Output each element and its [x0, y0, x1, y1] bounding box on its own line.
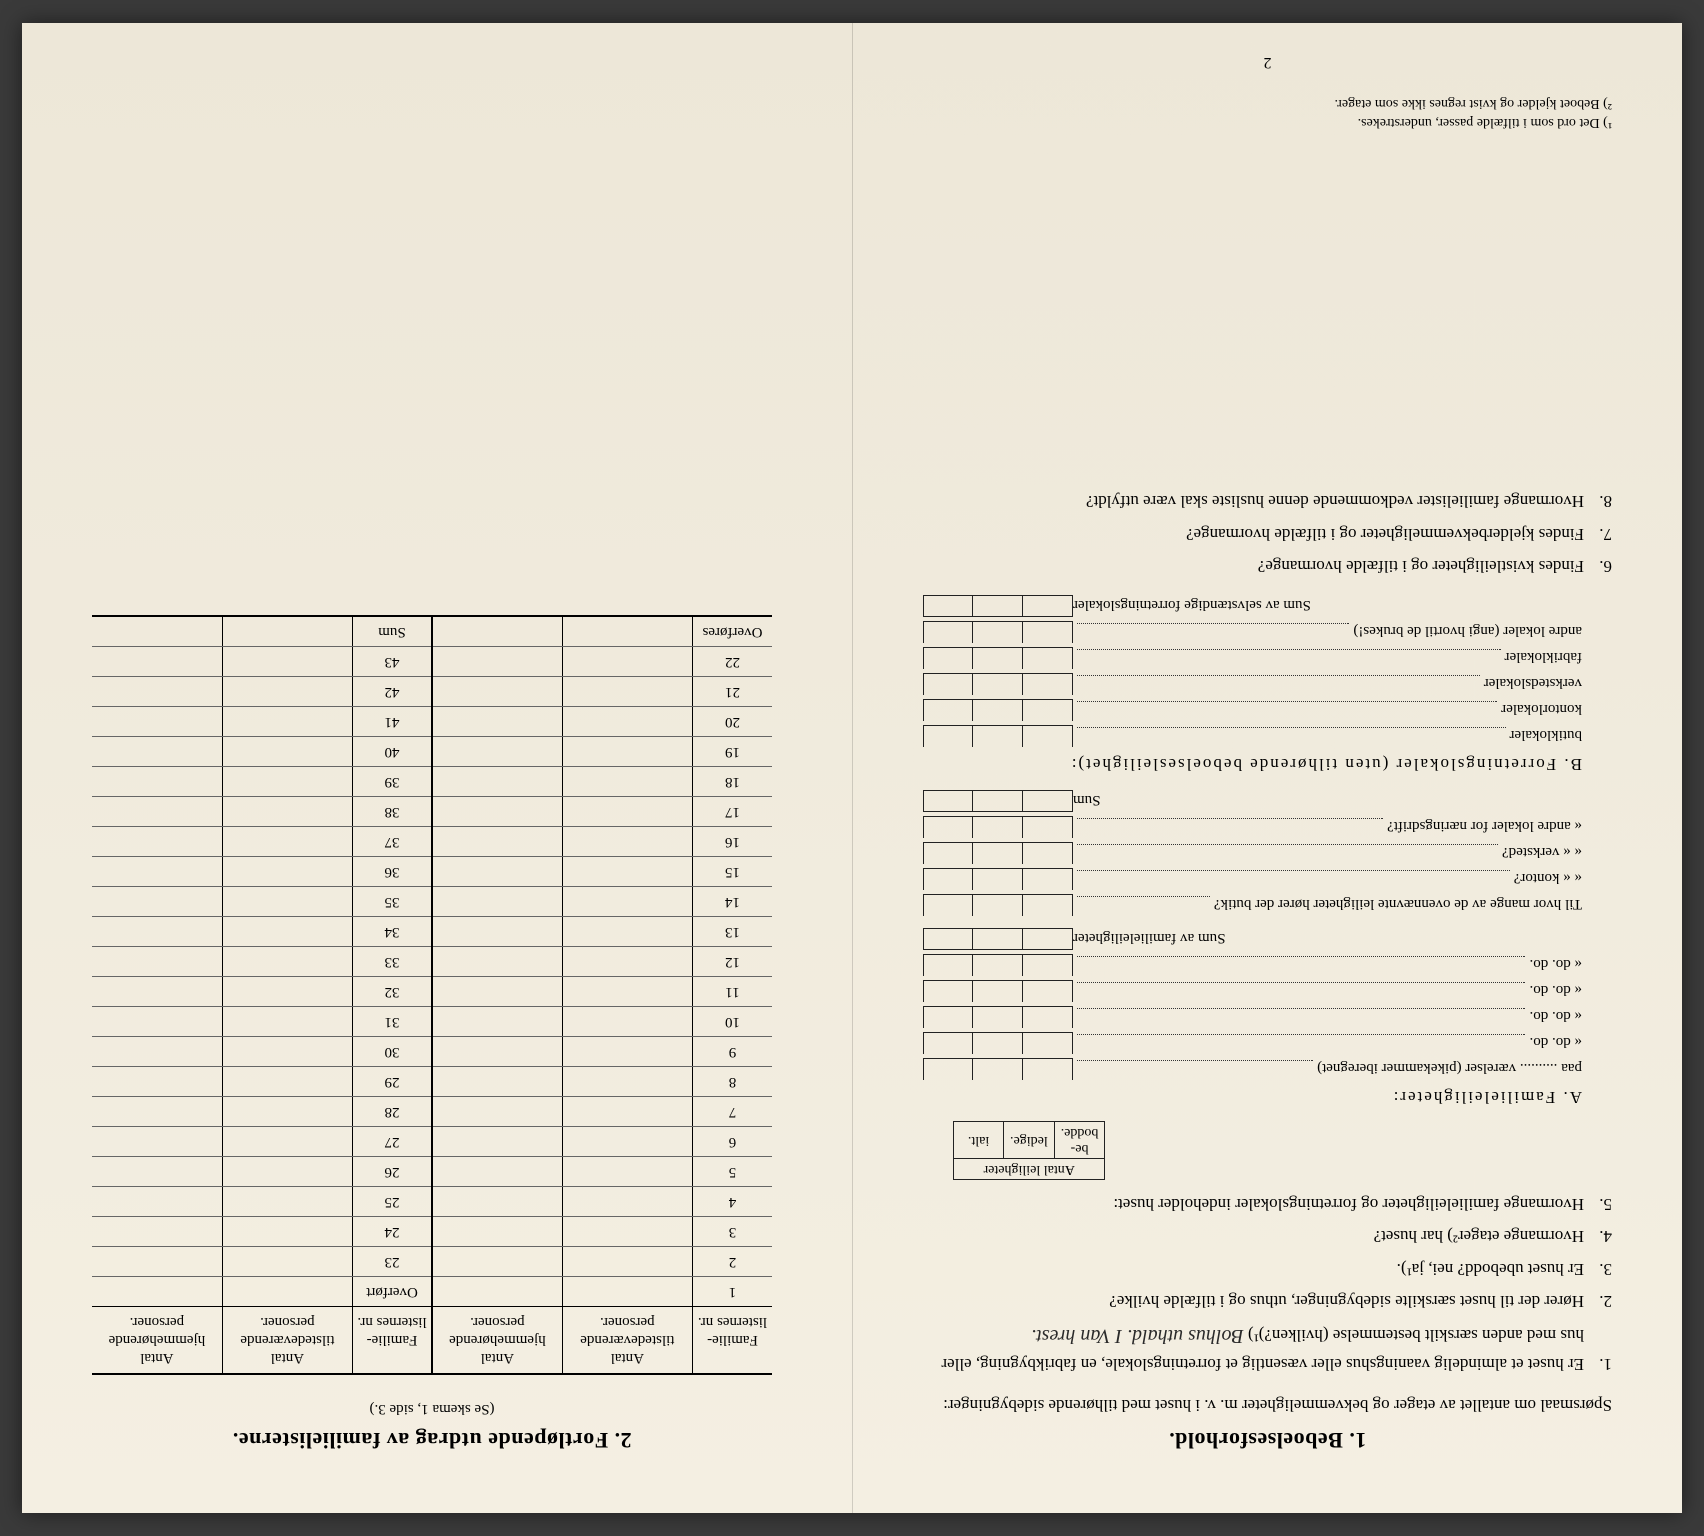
q8: 8.Hvormange familielister vedkommende de…	[923, 488, 1612, 514]
table-row: 1Overført	[92, 1277, 772, 1307]
question-list: 1. Er huset et almindelig vaaningshus el…	[923, 1190, 1612, 1377]
table-row: 1435	[92, 887, 772, 917]
table-footer-row: OverføresSum	[92, 616, 772, 647]
table-row: 1637	[92, 827, 772, 857]
table-row: 2243	[92, 647, 772, 677]
page-number: 2	[853, 53, 1682, 71]
table-row: 1334	[92, 917, 772, 947]
table-row: 2142	[92, 677, 772, 707]
table-row: 223	[92, 1247, 772, 1277]
q2: 2. Hører der til huset særskilte sidebyg…	[923, 1288, 1612, 1314]
q3: 3. Er huset ubebodd? nei, ja¹).	[923, 1255, 1612, 1281]
left-page: 1. Beboelsesforhold. Spørsmaal om antall…	[852, 23, 1682, 1513]
a-row: paa .......... værelser (pikekammer iber…	[923, 1056, 1582, 1080]
right-page: 2. Fortløpende utdrag av familielisterne…	[22, 23, 852, 1513]
q6: 6.Findes kvistleiligheter og i tilfælde …	[923, 553, 1612, 579]
table-row: 1940	[92, 737, 772, 767]
between-section: Til hvor mange av de ovennævnte leilighe…	[923, 788, 1582, 916]
table-row: 1132	[92, 977, 772, 1007]
leilighet-header-table: Antal leiligheter be- bodde. ledige. ial…	[953, 1121, 1105, 1180]
footnotes: ¹) Det ord som i tilfælde passer, unders…	[923, 93, 1612, 132]
table-row: 1031	[92, 1007, 772, 1037]
table-row: 324	[92, 1217, 772, 1247]
q5: 5. Hvormange familieleiligheter og forre…	[923, 1190, 1612, 1216]
table-row: 1839	[92, 767, 772, 797]
table-row: 1536	[92, 857, 772, 887]
handwritten-answer: Bolhus uthald. I Van hrest.	[1031, 1325, 1244, 1347]
table-row: 425	[92, 1187, 772, 1217]
intro-text: Spørsmaal om antallet av etager og bekve…	[923, 1393, 1612, 1417]
section-2-subtitle: (Se skema 1, side 3.)	[92, 1400, 772, 1417]
section-b: B. Forretningslokaler (uten tilhørende b…	[923, 593, 1582, 778]
q7: 7.Findes kjelderbekvemmeligheter og i ti…	[923, 520, 1612, 546]
q4: 4. Hvormange etager²) har huset?	[923, 1223, 1612, 1249]
family-list-table: Familie- listernes nr. Antal tilstedevær…	[92, 615, 772, 1375]
table-row: 2041	[92, 707, 772, 737]
q1: 1. Er huset et almindelig vaaningshus el…	[923, 1320, 1612, 1377]
section-2-title: 2. Fortløpende utdrag av familielisterne…	[92, 1427, 772, 1453]
section-a: A. Familieleiligheter: paa .......... væ…	[923, 926, 1582, 1111]
section-1-title: 1. Beboelsesforhold.	[923, 1427, 1612, 1453]
table-row: 1738	[92, 797, 772, 827]
table-row: 526	[92, 1157, 772, 1187]
table-row: 930	[92, 1037, 772, 1067]
table-row: 829	[92, 1067, 772, 1097]
table-row: 627	[92, 1127, 772, 1157]
table-row: 1233	[92, 947, 772, 977]
table-row: 728	[92, 1097, 772, 1127]
